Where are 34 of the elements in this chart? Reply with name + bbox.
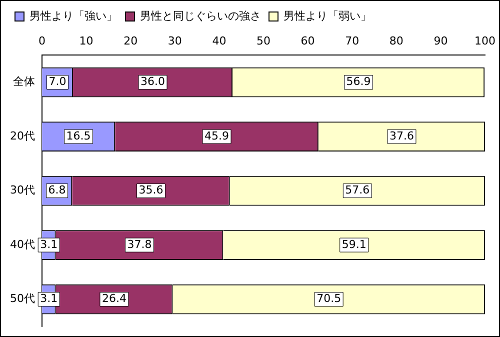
data-label: 3.1	[40, 238, 58, 251]
x-tick-label: 10	[79, 34, 94, 48]
x-tick-label: 0	[38, 34, 46, 48]
y-tick-label: 20代	[10, 129, 35, 142]
x-tick-label: 20	[124, 34, 138, 48]
legend-label: 男性と同じぐらいの強さ	[140, 9, 261, 22]
y-tick-label: 50代	[10, 292, 35, 306]
y-tick-label: 40代	[10, 238, 35, 251]
data-label: 7.0	[48, 75, 66, 88]
data-label: 3.1	[40, 292, 58, 306]
legend-label: 男性より「弱い」	[284, 9, 372, 22]
data-label: 37.6	[389, 129, 414, 142]
data-label: 45.9	[204, 129, 230, 142]
x-tick-label: 30	[168, 34, 182, 48]
x-tick-label: 50	[256, 34, 270, 48]
x-tick-label: 60	[300, 34, 315, 48]
data-label: 37.8	[127, 238, 152, 251]
data-label: 6.8	[48, 184, 66, 197]
data-label: 16.5	[66, 129, 91, 142]
x-tick-label: 40	[212, 34, 226, 48]
legend-label: 男性より「強い」	[30, 9, 118, 22]
y-tick-label: 30代	[10, 184, 35, 197]
data-label: 59.1	[342, 238, 366, 251]
data-label: 36.0	[140, 75, 165, 88]
data-label: 35.6	[138, 184, 164, 197]
x-tick-label: 80	[389, 34, 404, 48]
x-tick-label: 100	[474, 34, 496, 48]
y-tick-label: 全体	[12, 75, 35, 88]
data-label: 26.4	[102, 292, 126, 306]
x-tick-label: 70	[345, 34, 360, 48]
data-label: 57.6	[345, 184, 370, 197]
data-label: 70.5	[316, 292, 342, 306]
x-tick-label: 90	[434, 34, 448, 48]
data-label: 56.9	[346, 75, 371, 88]
